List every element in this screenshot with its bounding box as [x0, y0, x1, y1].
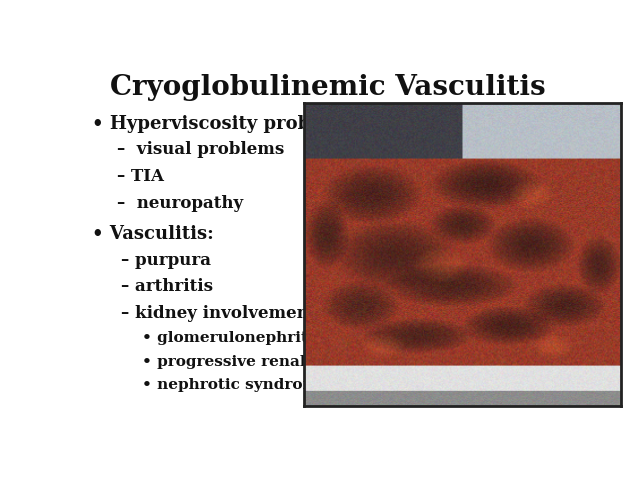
- Text: • progressive renal failure: • progressive renal failure: [142, 355, 368, 369]
- Text: – purpura: – purpura: [121, 252, 211, 269]
- Text: • glomerulonephritis: • glomerulonephritis: [142, 332, 323, 346]
- Text: – arthritis: – arthritis: [121, 278, 212, 295]
- Text: • Vasculitis:: • Vasculitis:: [92, 225, 214, 243]
- Text: Cryoglobulinemic Vasculitis: Cryoglobulinemic Vasculitis: [110, 74, 546, 101]
- Text: • Hyperviscosity problems:: • Hyperviscosity problems:: [92, 115, 365, 133]
- Text: – TIA: – TIA: [117, 168, 164, 185]
- Text: –  neuropathy: – neuropathy: [117, 195, 243, 212]
- Text: • nephrotic syndrome: • nephrotic syndrome: [142, 378, 328, 392]
- Text: –  visual problems: – visual problems: [117, 142, 284, 158]
- Text: – kidney involvement: – kidney involvement: [121, 305, 316, 322]
